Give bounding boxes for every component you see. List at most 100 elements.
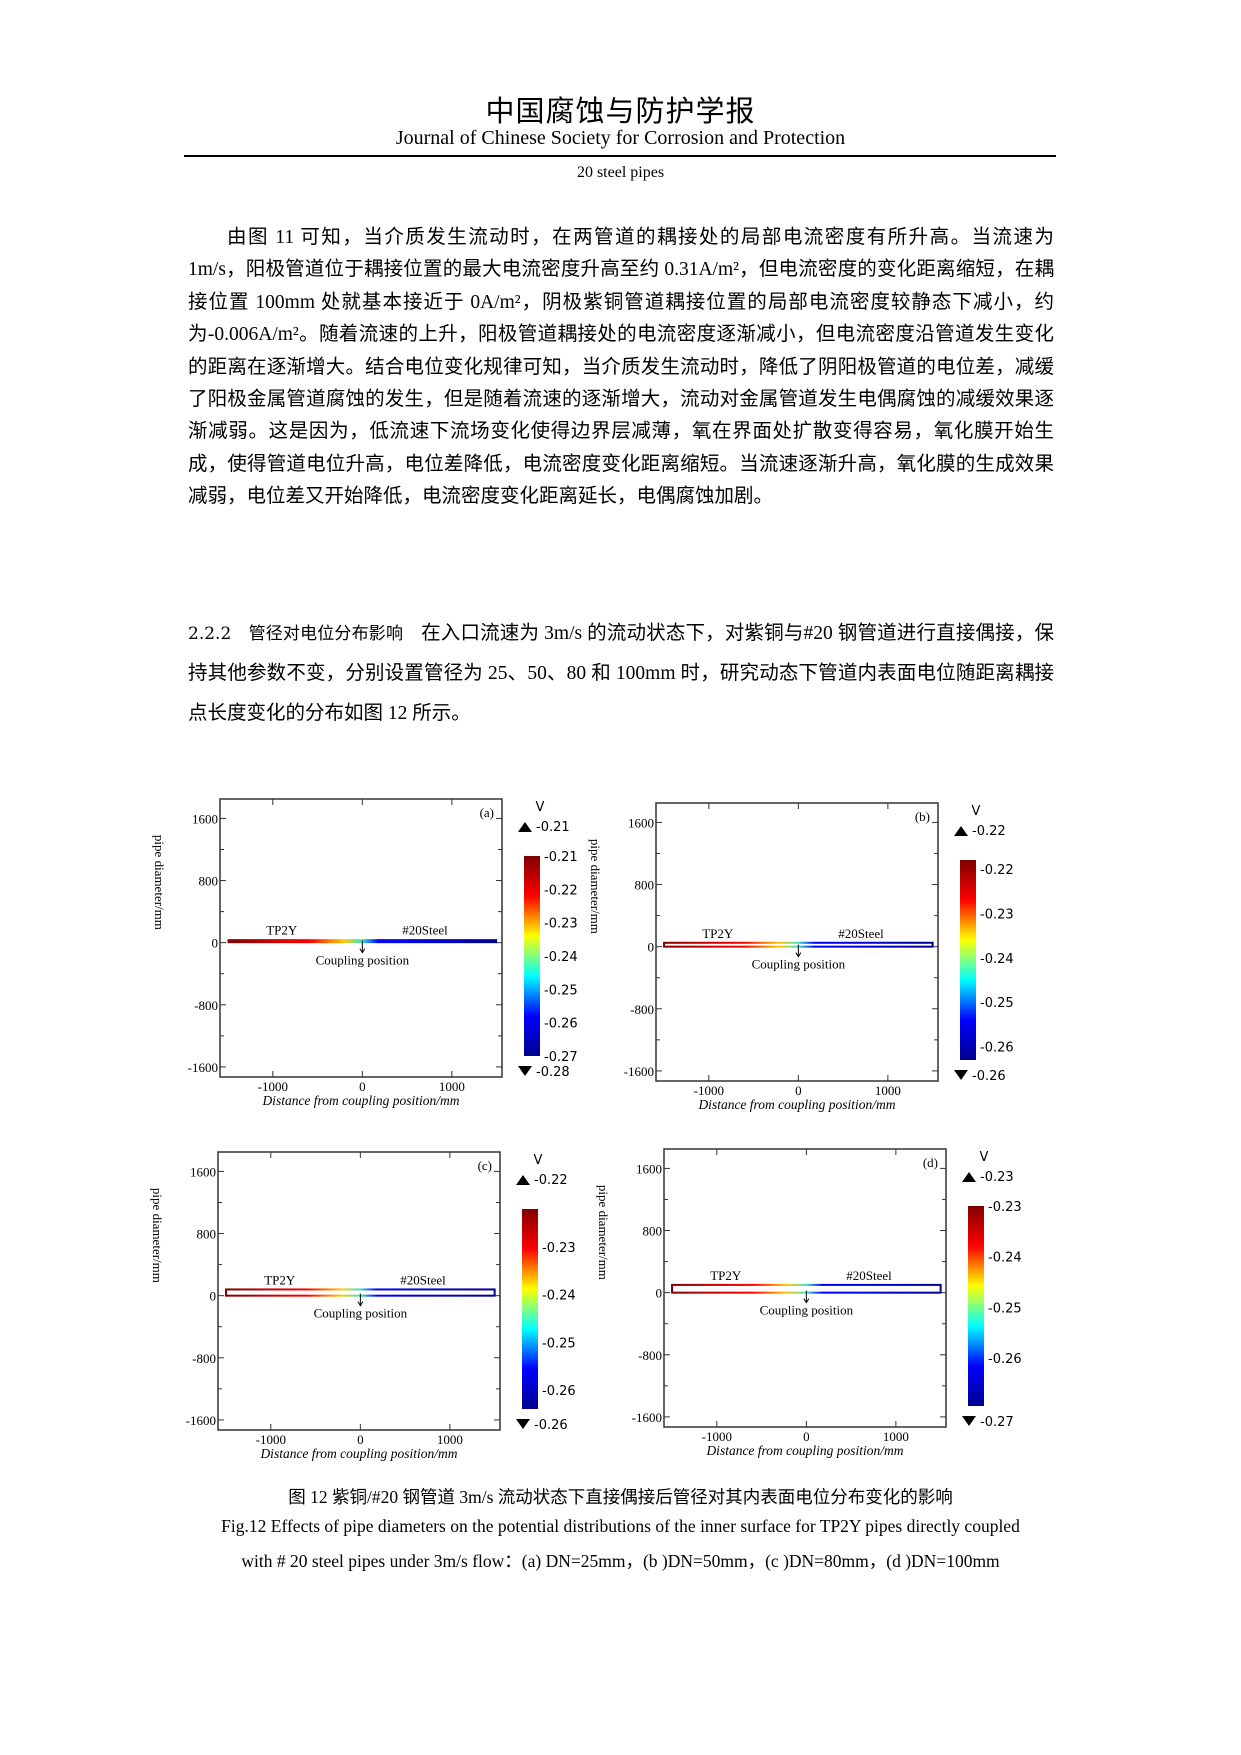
colorbar [960,860,976,1060]
plot-frame [219,798,503,1078]
colorbar-tick-label: -0.24 [988,1251,1022,1266]
colorbar-unit: V [536,800,545,815]
colorbar-tick-label: -0.25 [542,1336,576,1351]
label-20steel: #20Steel [838,926,884,941]
colorbar-unit: V [534,1153,543,1168]
y-tick-label: -1600 [188,1060,218,1075]
y-tick-label: 1600 [190,1164,216,1179]
y-tick-label: -1600 [624,1064,654,1079]
label-tp2y: TP2Y [710,1268,742,1283]
max-triangle-icon [954,826,968,836]
colorbar-tick-label: -0.26 [542,1384,576,1399]
y-tick-label: 0 [656,1286,663,1301]
y-axis-label: pipe diameter/mm [596,1185,611,1280]
coupling-arrowhead [357,1301,364,1307]
figure-caption-en-line2: with # 20 steel pipes under 3m/s flow：(a… [241,1551,1000,1571]
x-tick-label: 1000 [439,1079,465,1094]
x-tick-label: 0 [357,1432,364,1447]
colorbar [522,1209,538,1409]
running-text: 20 steel pipes [576,164,665,181]
figure-caption-cn: 图 12 紫铜/#20 钢管道 3m/s 流动状态下直接偶接后管径对其内表面电位… [288,1487,953,1507]
y-tick-label: 800 [643,1224,663,1239]
colorbar-tick-label: -0.23 [988,1200,1022,1215]
colorbar-tick-label: -0.23 [544,917,578,932]
label-coupling-position: Coupling position [752,957,846,972]
max-triangle-icon [962,1172,976,1182]
panel-label: (d) [923,1155,938,1170]
y-tick-label: -1600 [186,1413,216,1428]
x-tick-label: 1000 [883,1429,909,1444]
min-triangle-icon [954,1070,968,1080]
figure-panel-c: 1600 800 0 -800 -1600 -1000 0 1000 Distance from… [148,1122,608,1461]
max-triangle-icon [518,822,532,832]
colorbar-min: -0.26 [972,1069,1006,1084]
x-tick-label: -1000 [702,1429,732,1444]
colorbar-tick-label: -0.26 [980,1041,1014,1056]
colorbar-tick-label: -0.21 [544,850,578,865]
x-tick-label: -1000 [256,1432,286,1447]
y-tick-label: 1600 [192,811,218,826]
label-tp2y: TP2Y [264,1272,296,1287]
colorbar-min: -0.27 [980,1415,1014,1430]
panel-label: (a) [480,805,494,820]
colorbar-tick-label: -0.24 [542,1289,576,1304]
colorbar-min: -0.26 [534,1418,568,1433]
colorbar-tick-label: -0.26 [988,1352,1022,1367]
y-tick-label: -800 [194,998,218,1013]
section-heading: 2.2.2 管径对电位分布影响 [188,624,404,644]
coupling-arrowhead [359,948,366,954]
colorbar-unit: V [972,804,981,819]
colorbar-tick-label: -0.27 [544,1050,578,1065]
colorbar-min: -0.28 [536,1065,570,1080]
section-text: 在入口流速为 3m/s 的流动状态下，对紫铜与#20 钢管道进行直接偶接，保持其… [188,623,1054,724]
journal-title-en: Journal of Chinese Society for Corrosion… [395,127,846,149]
panel-label: (b) [915,809,930,824]
x-tick-label: 1000 [875,1083,901,1098]
x-axis-label: Distance from coupling position/mm [261,1093,459,1108]
colorbar-tick-label: -0.23 [980,907,1014,922]
colorbar-max: -0.22 [972,824,1006,839]
label-tp2y: TP2Y [702,926,734,941]
body-paragraph: 由图 11 可知，当介质发生流动时，在两管道的耦接处的局部电流密度有所升高。当流… [188,227,1054,508]
coupling-arrowhead [795,952,802,958]
journal-title-cn: 中国腐蚀与防护学报 [485,96,756,128]
min-triangle-icon [962,1416,976,1426]
header-rule [184,155,1056,157]
label-coupling-position: Coupling position [314,1306,408,1321]
figure-panel-b: 1600 800 0 -800 -1600 -1000 0 1000 Distance from… [586,773,1046,1112]
y-tick-label: 800 [197,1227,217,1242]
colorbar [968,1206,984,1406]
colorbar-unit: V [980,1150,989,1165]
y-tick-label: 0 [648,940,655,955]
colorbar-tick-label: -0.23 [542,1241,576,1256]
colorbar [524,856,540,1056]
x-tick-label: 1000 [437,1432,463,1447]
y-tick-label: -1600 [632,1410,662,1425]
y-tick-label: -800 [192,1351,216,1366]
x-tick-label: 0 [795,1083,802,1098]
label-20steel: #20Steel [402,923,448,938]
label-20steel: #20Steel [846,1268,892,1283]
y-tick-label: 0 [212,936,219,951]
max-triangle-icon [516,1175,530,1185]
label-tp2y: TP2Y [266,923,298,938]
label-coupling-position: Coupling position [316,953,410,968]
x-axis-label: Distance from coupling position/mm [697,1097,895,1112]
y-axis-label: pipe diameter/mm [152,835,167,930]
colorbar-max: -0.21 [536,820,570,835]
figure-panel-a: 1600 800 0 -800 -1600 -1000 0 1000 Distance from… [150,769,610,1108]
figure-panel-d: 1600 800 0 -800 -1600 -1000 0 1000 Distance from… [594,1119,1054,1458]
x-tick-label: 0 [359,1079,366,1094]
y-tick-label: 0 [210,1289,217,1304]
colorbar-tick-label: -0.22 [544,883,578,898]
y-tick-label: 800 [199,874,219,889]
y-tick-label: -800 [630,1002,654,1017]
y-tick-label: 1600 [636,1161,662,1176]
x-tick-label: 0 [803,1429,810,1444]
colorbar-max: -0.22 [534,1173,568,1188]
